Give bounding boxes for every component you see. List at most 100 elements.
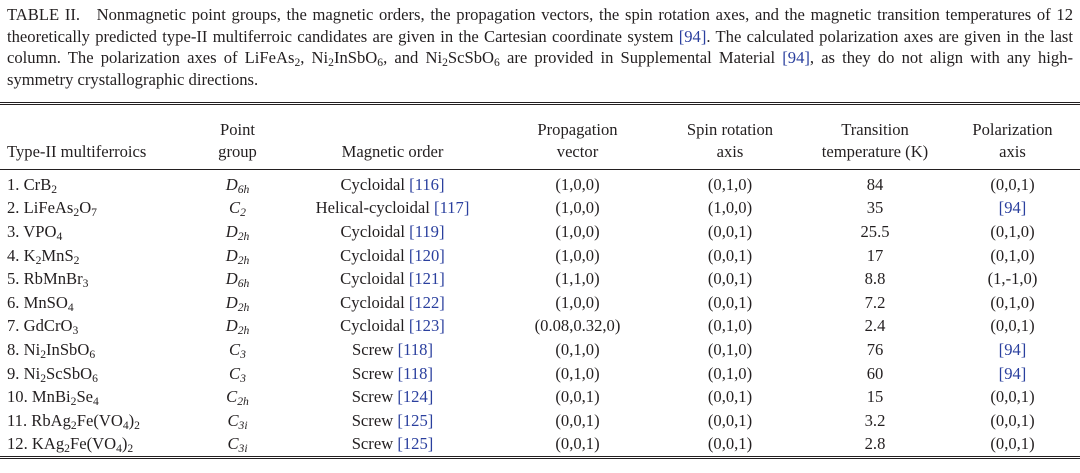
table-row: 10. MnBi2Se4 C2h Screw [124] (0,0,1) (0,0,1)… <box>0 385 1080 409</box>
text: ScSbO <box>46 363 93 383</box>
subscript: 2 <box>73 206 80 220</box>
polarization-axis: [94] <box>945 338 1080 362</box>
magnetic-order: Helical-cycloidal [117] <box>285 197 500 221</box>
subscript: 2 <box>70 418 77 432</box>
group-subscript: 3 <box>240 371 246 385</box>
propagation-vector: (0,1,0) <box>555 363 600 383</box>
group-subscript: 6h <box>237 182 250 196</box>
compound: 8. Ni2InSbO6 <box>0 338 190 362</box>
order: Screw <box>351 410 394 430</box>
order: Cycloidal <box>340 174 406 194</box>
table-row: 11. RbAg2Fe(VO4)2 C3i Screw [125] (0,0,1) (0… <box>0 409 1080 433</box>
spin-axis: (0,0,1) <box>707 434 753 454</box>
text: (0,0,1) <box>990 387 1035 407</box>
group-subscript: 3i <box>238 418 248 432</box>
text: (0,0,1) <box>990 434 1035 454</box>
text: Fe(VO <box>76 410 123 430</box>
text: (0,0,1) <box>990 316 1035 336</box>
propagation-vector: (0.08,0.32,0) <box>534 316 621 336</box>
magnetic-order: Screw [125] <box>285 409 500 433</box>
column-header: Spin rotation axis <box>655 103 805 170</box>
polarization-axis: (0,0,1) <box>945 170 1080 197</box>
propagation-vector: (1,0,0) <box>555 292 600 312</box>
subscript: 7 <box>91 206 97 220</box>
propagation-vector: (1,0,0) <box>555 198 600 218</box>
subscript: 2 <box>40 371 46 385</box>
point-group: D6h <box>190 267 285 291</box>
order: Cycloidal <box>340 316 405 336</box>
subscript: 2 <box>442 55 448 69</box>
text: 10. MnBi <box>7 387 71 407</box>
magnetic-order: Cycloidal [123] <box>285 315 500 339</box>
reference: [122] <box>408 292 445 312</box>
text: , Ni <box>300 48 329 67</box>
group-subscript: 2h <box>237 395 249 409</box>
point-group: C2 <box>190 197 285 221</box>
text: 9. Ni <box>7 363 41 383</box>
propagation-vector: (1,0,0) <box>555 245 600 265</box>
compound: 12. KAg2Fe(VO4)2 <box>0 433 190 458</box>
transition-temperature: 8.8 <box>864 269 886 289</box>
point-group: C3 <box>190 338 285 362</box>
compound: 1. CrB2 <box>0 170 190 197</box>
header-text: Point <box>219 120 256 139</box>
spin-axis: (0,1,0) <box>707 316 753 336</box>
header-text: axis <box>999 142 1026 161</box>
text: ) <box>128 410 135 430</box>
text: 3. VPO <box>7 221 57 241</box>
spin-axis: (0,0,1) <box>707 410 753 430</box>
polarization-axis: [94] <box>945 362 1080 386</box>
table-row: 3. VPO4 D2h Cycloidal [119] (1,0,0) (0,0,1) 2… <box>0 220 1080 244</box>
text: (0,0,1) <box>990 174 1035 194</box>
subscript: 2 <box>134 418 140 432</box>
magnetic-order: Screw [118] <box>285 338 500 362</box>
subscript: 2 <box>127 442 134 456</box>
subscript: 4 <box>93 395 99 409</box>
group-letter: D <box>225 174 238 194</box>
reference: [117] <box>434 198 470 218</box>
compound: 5. RbMnBr3 <box>0 267 190 291</box>
reference: [118] <box>397 363 433 383</box>
reference: [119] <box>409 221 445 241</box>
reference: [120] <box>408 245 445 265</box>
compound: 7. GdCrO3 <box>0 315 190 339</box>
order: Cycloidal <box>340 292 405 312</box>
magnetic-order: Cycloidal [122] <box>285 291 500 315</box>
reference: [94] <box>998 198 1027 218</box>
header-text: Magnetic order <box>341 142 444 161</box>
text: 5. RbMnBr <box>7 269 83 289</box>
column-header: Point group <box>190 103 285 170</box>
order: Cycloidal <box>340 269 405 289</box>
polarization-axis: (0,0,1) <box>945 315 1080 339</box>
subscript: 3 <box>72 324 79 338</box>
compound: 10. MnBi2Se4 <box>0 385 190 409</box>
table-body: 1. CrB2 D6h Cycloidal [116] (1,0,0) (0,1,0) 8… <box>0 170 1080 458</box>
group-letter: C <box>229 198 241 218</box>
propagation-vector: (0,0,1) <box>555 387 600 407</box>
subscript: 2 <box>328 55 334 69</box>
group-subscript: 2h <box>237 324 250 338</box>
point-group: C3i <box>190 409 285 433</box>
polarization-axis: (0,0,1) <box>945 409 1080 433</box>
text: 11. RbAg <box>7 410 71 430</box>
table-row: 1. CrB2 D6h Cycloidal [116] (1,0,0) (0,1,0) 8… <box>0 170 1080 197</box>
order: Cycloidal <box>340 245 405 265</box>
text: (0,1,0) <box>990 245 1035 265</box>
subscript: 3 <box>82 277 89 291</box>
subscript: 2 <box>40 347 46 361</box>
subscript: 6 <box>89 347 96 361</box>
transition-temperature: 2.4 <box>864 316 886 336</box>
reference: [125] <box>397 410 434 430</box>
subscript: 6 <box>494 55 500 69</box>
point-group: C3 <box>190 362 285 386</box>
magnetic-order: Cycloidal [120] <box>285 244 500 268</box>
magnetic-order: Cycloidal [121] <box>285 267 500 291</box>
table-row: 2. LiFeAs2O7 C2 Helical-cycloidal [117] (1,… <box>0 197 1080 221</box>
reference: [94] <box>782 48 810 67</box>
table-header: Type-II multiferroics Point group Magnetic … <box>0 103 1080 170</box>
propagation-vector: (0,1,0) <box>555 339 600 359</box>
order: Screw <box>351 434 394 454</box>
group-letter: D <box>225 221 238 241</box>
text: InSbO <box>333 48 378 67</box>
